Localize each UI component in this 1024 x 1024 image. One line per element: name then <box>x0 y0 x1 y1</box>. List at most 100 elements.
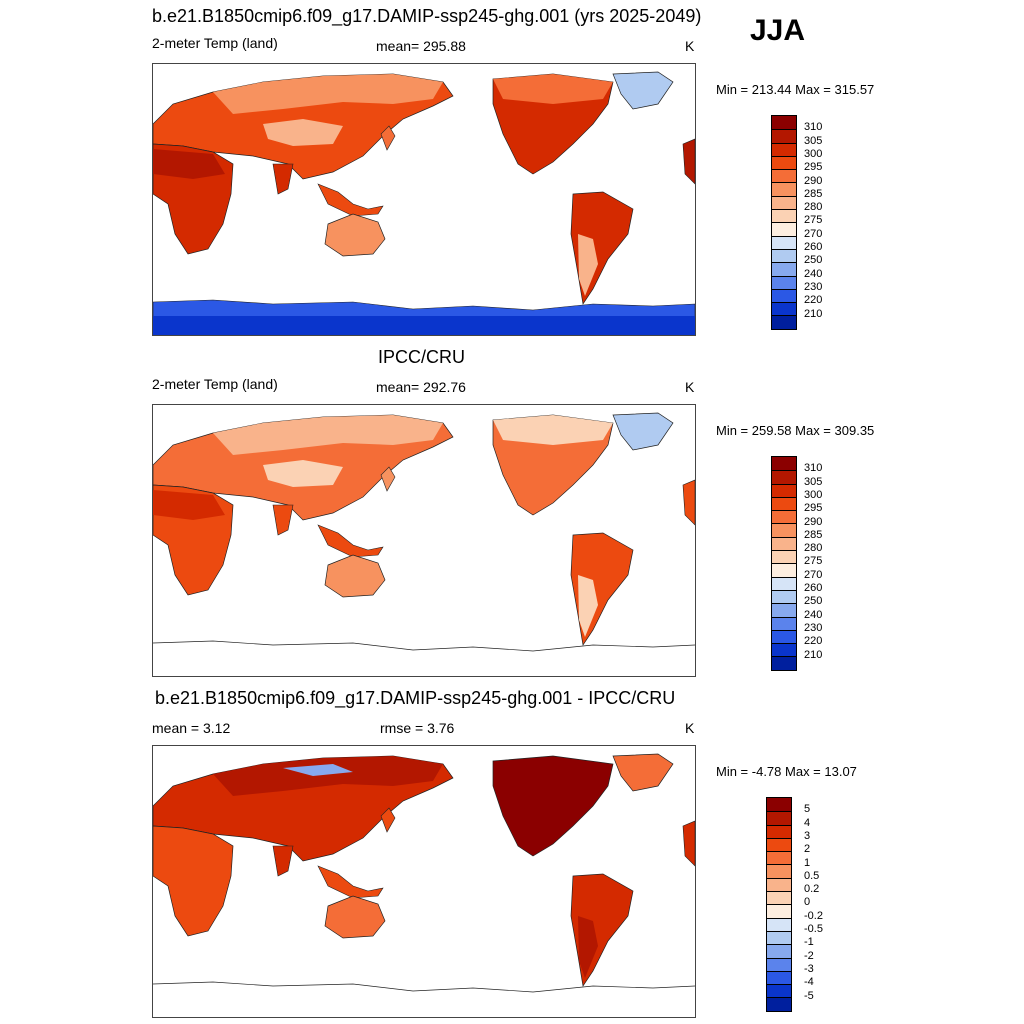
colorbar-swatch <box>772 616 796 630</box>
colorbar-tick-label: 260 <box>804 582 823 594</box>
colorbar-tick-label: 280 <box>804 201 823 214</box>
siberia-region <box>213 756 443 796</box>
colorbar-swatch <box>772 603 796 617</box>
colorbar-tick-label: -0.5 <box>804 923 823 935</box>
colorbar-swatch <box>772 483 796 497</box>
colorbar-swatch <box>767 944 791 958</box>
colorbar-swatch <box>772 470 796 484</box>
australia-landmass <box>324 213 386 257</box>
colorbar-swatch <box>772 129 796 143</box>
colorbar-swatch <box>772 222 796 236</box>
colorbar-tick-label: -5 <box>804 989 814 1002</box>
panel3-rmse-label: rmse = 3.76 <box>380 720 455 736</box>
japan-landmass <box>380 125 396 151</box>
colorbar-tick-label: -2 <box>804 949 814 962</box>
colorbar-swatch <box>767 811 791 825</box>
colorbar-swatch <box>772 182 796 196</box>
colorbar-swatch <box>772 457 796 471</box>
antarctica-interior <box>153 316 695 335</box>
panel3-map-svg <box>153 753 695 993</box>
japan-landmass <box>380 807 396 833</box>
colorbar-tick-label: 0 <box>804 896 811 909</box>
panel2-colorbar <box>771 456 797 671</box>
andes-region <box>578 234 598 296</box>
greenland-landmass <box>612 412 674 451</box>
colorbar-tick-label: 250 <box>804 595 823 608</box>
arctic-coast-cold-bias <box>283 764 353 776</box>
colorbar-tick-label: 260 <box>804 241 823 253</box>
colorbar-swatch <box>767 837 791 852</box>
colorbar-swatch <box>772 195 796 210</box>
panel2-map-svg <box>153 412 695 652</box>
colorbar-tick-label: 210 <box>804 307 823 320</box>
panel3-title: b.e21.B1850cmip6.f09_g17.DAMIP-ssp245-gh… <box>155 688 676 708</box>
colorbar-swatch <box>772 643 796 657</box>
colorbar-swatch <box>772 576 796 590</box>
panel1-colorbar <box>771 115 797 330</box>
india-landmass <box>272 163 294 195</box>
se-asia-islands <box>317 524 384 558</box>
panel2-mean-label: mean= 292.76 <box>376 379 466 395</box>
colorbar-tick-label: 5 <box>804 803 811 816</box>
andes-region <box>578 916 598 978</box>
colorbar-swatch <box>767 997 791 1011</box>
australia-landmass <box>324 895 386 939</box>
sahara-region <box>153 149 225 179</box>
colorbar-swatch <box>767 957 791 971</box>
colorbar-tick-label: -3 <box>804 962 814 975</box>
india-landmass <box>272 504 294 536</box>
colorbar-tick-label: 240 <box>804 608 823 621</box>
antarctica-outline <box>153 640 695 652</box>
colorbar-swatch <box>772 496 796 511</box>
panel3-units-label: K <box>685 720 695 736</box>
colorbar-tick-label: 290 <box>804 515 823 528</box>
colorbar-swatch <box>772 523 796 537</box>
colorbar-tick-label: 250 <box>804 254 823 267</box>
colorbar-swatch <box>772 563 796 577</box>
colorbar-tick-label: 210 <box>804 648 823 661</box>
se-asia-islands <box>317 183 384 217</box>
panel1-variable-label: 2-meter Temp (land) <box>152 35 278 51</box>
colorbar-swatch <box>772 275 796 289</box>
north-america-landmass <box>492 755 614 857</box>
australia-landmass <box>324 554 386 598</box>
colorbar-tick-label: 290 <box>804 174 823 187</box>
colorbar-swatch <box>767 798 791 812</box>
colorbar-swatch <box>772 629 796 644</box>
colorbar-tick-label: 285 <box>804 528 823 541</box>
colorbar-swatch <box>772 209 796 223</box>
colorbar-tick-label: -0.2 <box>804 909 823 922</box>
colorbar-swatch <box>772 510 796 524</box>
africa-landmass <box>153 825 234 937</box>
colorbar-swatch <box>772 302 796 316</box>
colorbar-tick-label: 300 <box>804 488 823 501</box>
colorbar-tick-label: 230 <box>804 280 823 293</box>
colorbar-tick-label: 230 <box>804 621 823 634</box>
colorbar-swatch <box>772 315 796 329</box>
colorbar-tick-label: 310 <box>804 121 823 134</box>
colorbar-swatch <box>772 536 796 551</box>
colorbar-swatch <box>767 864 791 878</box>
colorbar-swatch <box>772 155 796 170</box>
season-label: JJA <box>750 14 806 47</box>
colorbar-swatch <box>772 248 796 263</box>
tibet-region <box>263 460 343 487</box>
colorbar-swatch <box>772 235 796 249</box>
panel1-map-svg <box>153 71 695 335</box>
colorbar-tick-label: 1 <box>804 856 811 869</box>
africa-east-edge <box>682 479 695 526</box>
colorbar-tick-label: -1 <box>804 936 814 949</box>
panel3-colorbar <box>766 797 792 1012</box>
panel1-title: b.e21.B1850cmip6.f09_g17.DAMIP-ssp245-gh… <box>152 6 702 26</box>
japan-landmass <box>380 466 396 492</box>
tibet-region <box>263 119 343 146</box>
siberia-region <box>213 415 443 455</box>
colorbar-swatch <box>767 891 791 905</box>
colorbar-tick-label: 300 <box>804 147 823 160</box>
panel1-map <box>152 63 696 336</box>
canada-region <box>493 415 613 445</box>
antarctica-outline <box>153 981 695 993</box>
panel3-mean-label: mean = 3.12 <box>152 720 231 736</box>
colorbar-swatch <box>772 262 796 276</box>
panel2-variable-label: 2-meter Temp (land) <box>152 376 278 392</box>
